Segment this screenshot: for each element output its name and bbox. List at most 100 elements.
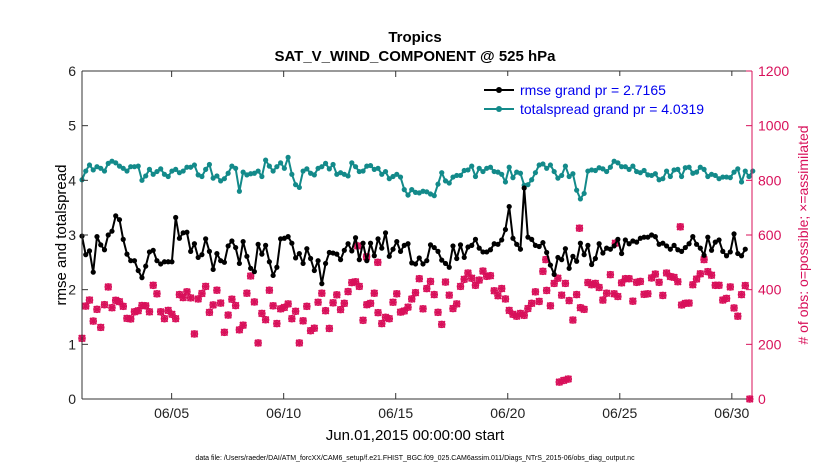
- assimilated-obs-marker: [614, 292, 622, 301]
- rmse-point: [382, 230, 389, 236]
- assimilated-obs-marker: [254, 339, 262, 347]
- totalspread-point: [146, 166, 153, 172]
- rmse-point: [203, 236, 209, 242]
- totalspread-point: [188, 164, 194, 170]
- totalspread-point: [469, 163, 475, 169]
- assimilated-obs-marker: [531, 288, 540, 296]
- totalspread-point: [510, 175, 516, 181]
- rmse-point: [446, 264, 452, 270]
- totalspread-point: [150, 171, 156, 177]
- totalspread-point: [555, 175, 561, 181]
- rmse-point: [352, 235, 359, 241]
- totalspread-point: [547, 162, 554, 168]
- totalspread-point: [600, 166, 606, 172]
- rmse-point: [574, 258, 580, 264]
- rmse-point: [502, 226, 509, 233]
- totalspread-point: [259, 173, 265, 180]
- rmse-point: [521, 185, 527, 191]
- totalspread-point: [457, 172, 464, 179]
- totalspread-point: [619, 164, 625, 170]
- rmse-point: [304, 246, 310, 252]
- assimilated-obs-marker: [580, 305, 588, 314]
- assimilated-obs-marker: [722, 294, 731, 303]
- totalspread-point: [203, 166, 209, 172]
- totalspread-point: [678, 173, 685, 180]
- rmse-point: [678, 248, 685, 254]
- assimilated-obs-marker: [318, 289, 326, 297]
- assimilated-obs-marker: [659, 291, 667, 300]
- totalspread-point: [135, 163, 141, 169]
- totalspread-point: [405, 192, 411, 198]
- totalspread-point: [738, 179, 745, 185]
- assimilated-obs-marker: [696, 270, 705, 278]
- rmse-point: [712, 239, 718, 245]
- rmse-point: [379, 245, 385, 251]
- assimilated-obs-marker: [224, 311, 232, 319]
- assimilated-obs-marker: [707, 271, 716, 279]
- assimilated-obs-marker: [591, 279, 600, 288]
- totalspread-point: [124, 168, 130, 174]
- totalspread-point: [663, 168, 670, 174]
- rmse-point: [742, 246, 748, 252]
- totalspread-point: [191, 162, 198, 168]
- totalspread-point: [390, 173, 396, 180]
- totalspread-point: [199, 173, 205, 180]
- totalspread-point: [225, 170, 231, 176]
- assimilated-obs-marker: [108, 303, 116, 312]
- totalspread-point: [214, 173, 220, 179]
- totalspread-point: [630, 163, 636, 169]
- rmse-point: [705, 234, 711, 240]
- assimilated-obs-marker: [374, 258, 382, 267]
- rmse-point: [240, 238, 246, 245]
- assimilated-obs-marker: [100, 300, 109, 309]
- rmse-point: [285, 234, 291, 240]
- rmse-point: [577, 240, 583, 246]
- assimilated-obs-marker: [430, 290, 439, 299]
- totalspread-point: [128, 164, 134, 170]
- rmse-point: [450, 243, 456, 249]
- totalspread-point: [184, 164, 190, 170]
- assimilated-obs-marker: [520, 311, 528, 320]
- rmse-point: [480, 249, 486, 255]
- totalspread-point: [278, 160, 284, 166]
- assimilated-obs-marker: [411, 288, 420, 297]
- assimilated-obs-marker: [201, 282, 210, 291]
- assimilated-obs-marker: [220, 328, 229, 337]
- rmse-point: [697, 245, 703, 251]
- x-tick-label: 06/25: [602, 405, 637, 421]
- assimilated-obs-marker: [535, 297, 543, 306]
- assimilated-obs-marker: [104, 283, 112, 291]
- assimilated-obs-marker: [310, 324, 319, 332]
- rmse-point: [544, 249, 550, 256]
- rmse-point: [738, 253, 745, 259]
- totalspread-point: [615, 160, 621, 166]
- rmse-point: [349, 248, 355, 254]
- assimilated-obs-marker: [419, 305, 427, 313]
- totalspread-point: [180, 168, 186, 174]
- totalspread-point: [120, 165, 126, 171]
- assimilated-obs-marker: [228, 295, 236, 303]
- rmse-point: [435, 248, 441, 254]
- y-axis-label: rmse and totalspread: [53, 165, 70, 306]
- rmse-point: [364, 258, 370, 264]
- rmse-point: [720, 248, 726, 254]
- assimilated-obs-marker: [539, 267, 547, 276]
- rmse-point: [105, 232, 111, 238]
- totalspread-point: [592, 167, 598, 174]
- assimilated-obs-marker: [261, 315, 270, 324]
- totalspread-point: [731, 169, 737, 175]
- totalspread-point: [116, 163, 123, 169]
- assimilated-obs-marker: [355, 282, 364, 291]
- totalspread-point: [487, 164, 494, 170]
- assimilated-obs-marker: [445, 291, 454, 299]
- totalspread-point: [424, 189, 430, 195]
- rmse-point: [461, 254, 467, 261]
- chart-title: Tropics: [388, 29, 441, 46]
- y2-tick-label: 400: [758, 282, 782, 298]
- assimilated-obs-marker: [156, 308, 165, 316]
- x-tick-label: 06/30: [714, 405, 749, 421]
- totalspread-point: [506, 164, 512, 170]
- rmse-point: [499, 237, 505, 243]
- rmse-point: [529, 236, 535, 242]
- rmse-point: [457, 242, 464, 248]
